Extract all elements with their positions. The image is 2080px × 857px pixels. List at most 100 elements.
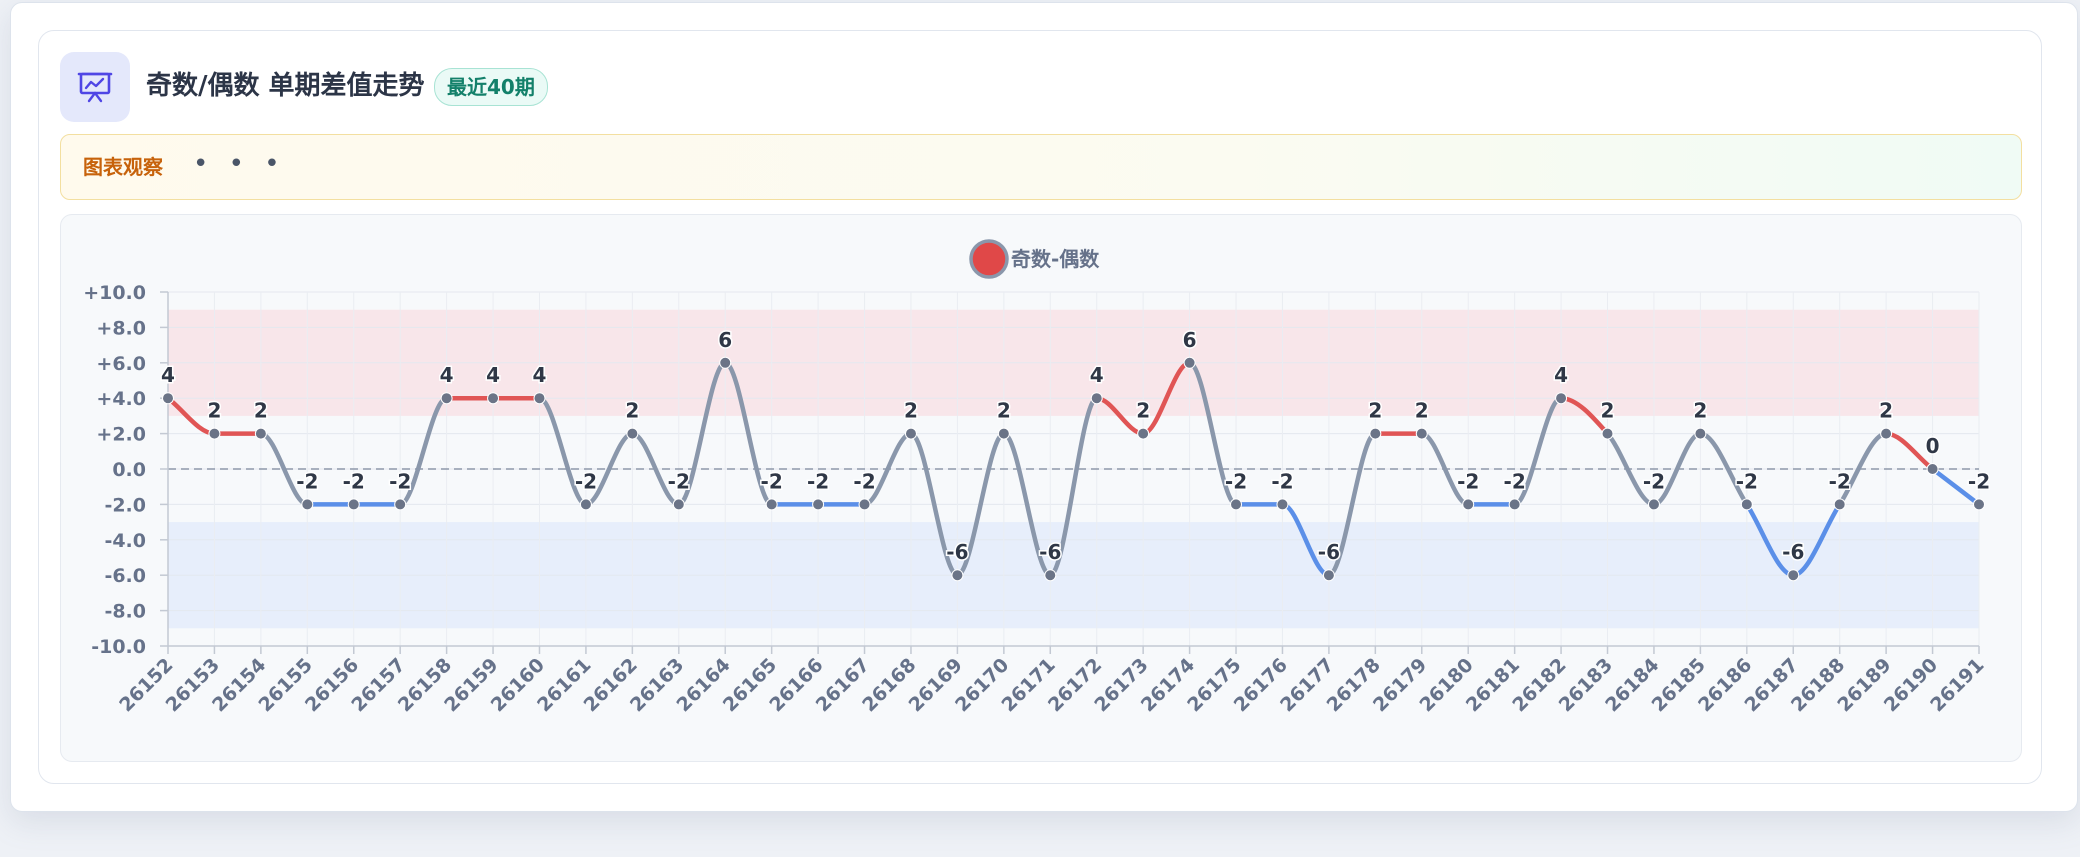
series-line-segment — [676, 360, 728, 507]
data-label: 4 — [1090, 363, 1104, 387]
data-point — [533, 392, 546, 405]
data-point — [1044, 569, 1057, 582]
data-label: 0 — [1926, 434, 1940, 458]
y-tick-label: 0.0 — [112, 459, 146, 481]
data-point — [1973, 498, 1985, 511]
series-line-segment — [1326, 431, 1378, 578]
page-title: 奇数/偶数 单期差值走势 — [146, 71, 425, 101]
data-point — [951, 569, 964, 582]
chart-panel — [60, 214, 2022, 762]
data-label: -6 — [1318, 540, 1340, 564]
data-point — [1508, 498, 1521, 511]
data-point — [254, 427, 267, 440]
data-point — [1415, 427, 1428, 440]
data-label: -6 — [946, 540, 968, 564]
data-point — [1276, 498, 1289, 511]
data-point — [1462, 498, 1475, 511]
data-label: 2 — [997, 399, 1011, 423]
y-tick-label: -2.0 — [104, 494, 146, 516]
y-tick-label: +2.0 — [96, 424, 146, 446]
data-label: 2 — [1368, 399, 1382, 423]
data-point — [347, 498, 360, 511]
data-label: 2 — [1601, 399, 1615, 423]
data-label: 2 — [1693, 399, 1707, 423]
data-label: 4 — [161, 363, 175, 387]
data-point — [301, 498, 314, 511]
observation-label: 图表观察 — [83, 155, 163, 179]
series-line-segment — [1187, 360, 1239, 507]
data-label: 2 — [1136, 399, 1150, 423]
series-line-segment — [1048, 395, 1099, 578]
data-label: 4 — [533, 363, 547, 387]
data-label: -2 — [1225, 469, 1247, 493]
data-point — [1369, 427, 1382, 440]
data-point — [440, 392, 453, 405]
y-tick-label: -8.0 — [104, 601, 146, 623]
data-label: -2 — [1504, 469, 1526, 493]
data-label: -2 — [1643, 469, 1665, 493]
series-line-segment — [1001, 431, 1053, 578]
series-line-segment — [908, 431, 960, 578]
y-tick-label: -4.0 — [104, 530, 146, 552]
data-point — [904, 427, 917, 440]
data-point — [1137, 427, 1150, 440]
data-label: 2 — [254, 399, 268, 423]
series-line-segment — [1512, 395, 1564, 507]
observation-panel[interactable]: 图表观察 • • • — [60, 134, 2022, 200]
data-point — [997, 427, 1010, 440]
y-tick-label: +8.0 — [96, 317, 146, 339]
data-label: -2 — [668, 469, 690, 493]
data-label: 6 — [1183, 328, 1197, 352]
data-label: -2 — [296, 469, 318, 493]
data-label: -2 — [1829, 469, 1851, 493]
data-point — [626, 427, 639, 440]
series-line-segment — [397, 395, 449, 507]
data-point — [1926, 463, 1939, 475]
data-point — [1601, 427, 1614, 440]
series-line-segment — [722, 360, 774, 507]
data-label: -6 — [1782, 540, 1804, 564]
y-tick-label: -6.0 — [104, 565, 146, 587]
legend-label[interactable]: 奇数-偶数 — [1011, 247, 1100, 271]
data-point — [1090, 392, 1103, 405]
data-label: -2 — [1457, 469, 1479, 493]
data-point — [394, 498, 407, 511]
data-label: 2 — [1879, 399, 1893, 423]
y-tick-label: -10.0 — [91, 636, 146, 658]
observation-dots[interactable]: • • • — [193, 149, 286, 179]
data-label: -2 — [1736, 469, 1758, 493]
data-label: 4 — [486, 363, 500, 387]
data-point — [812, 498, 825, 511]
data-label: -2 — [389, 469, 411, 493]
data-point — [1740, 498, 1753, 511]
data-point — [162, 392, 174, 405]
data-label: 4 — [440, 363, 454, 387]
data-point — [1694, 427, 1707, 440]
data-point — [1230, 498, 1243, 511]
data-point — [208, 427, 221, 440]
y-tick-label: +10.0 — [83, 282, 146, 304]
legend-marker[interactable] — [969, 239, 1009, 279]
data-point — [487, 392, 500, 405]
data-label: 2 — [904, 399, 918, 423]
data-label: 2 — [207, 399, 221, 423]
data-point — [1322, 569, 1335, 582]
data-label: -2 — [761, 469, 783, 493]
data-point — [858, 498, 871, 511]
presentation-chart-icon — [60, 52, 130, 122]
data-point — [1183, 356, 1196, 369]
data-point — [765, 498, 778, 511]
data-label: -2 — [853, 469, 875, 493]
period-badge: 最近40期 — [434, 68, 548, 106]
series-line-segment — [537, 395, 589, 507]
data-point — [1880, 427, 1893, 440]
data-point — [1647, 498, 1660, 511]
data-label: 6 — [718, 328, 732, 352]
data-label: 2 — [1415, 399, 1429, 423]
y-tick-label: +4.0 — [96, 388, 146, 410]
data-label: -2 — [807, 469, 829, 493]
data-label: -2 — [343, 469, 365, 493]
data-label: -2 — [1968, 469, 1990, 493]
series-line-segment — [955, 431, 1007, 578]
